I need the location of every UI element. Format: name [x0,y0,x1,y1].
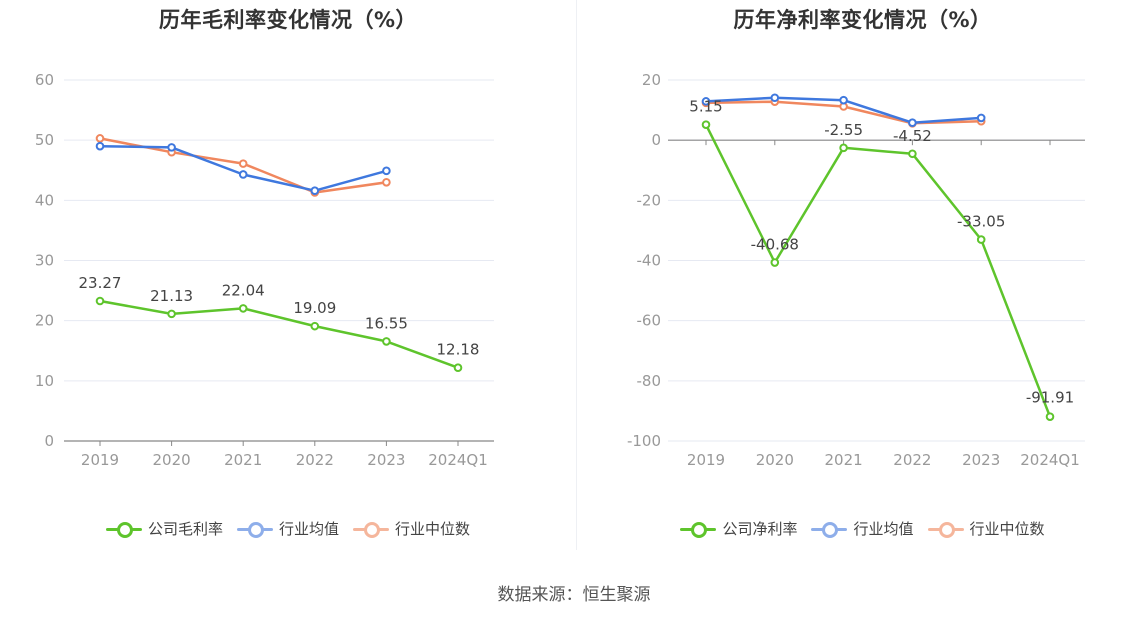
data-label: 5.15 [689,98,722,116]
y-tick-label: -80 [637,372,662,390]
legend-label: 公司净利率 [722,520,798,538]
y-tick-label: 60 [35,71,54,89]
x-tick-label: 2024Q1 [428,451,488,469]
legend-label: 行业中位数 [395,520,471,538]
x-tick-label: 2020 [153,451,191,469]
data-label: 12.18 [437,341,480,359]
x-tick-label: 2021 [224,451,262,469]
x-tick-label: 2023 [367,451,405,469]
industry-avg-series-point [95,141,105,151]
data-label: -33.05 [957,213,1005,231]
x-tick-label: 2020 [756,451,794,469]
gross-margin-chart: 历年毛利率变化情况（%） 0 10 20 30 40 50 60 2019 2020 2021 20… [0,0,576,555]
legend-line-marker-icon [236,519,273,539]
industry-median-series-point [238,159,248,168]
legend-line-marker-icon [353,519,389,539]
gross-margin-plot: 0 10 20 30 40 50 60 2019 2020 2021 2022 2023 2024Q1 2… [35,71,494,469]
company-series-point [1045,412,1055,421]
legend-item-company[interactable]: 公司净利率 [680,518,797,539]
legend-item-industry-avg[interactable]: 行业均值 [811,518,914,539]
y-tick-label: 50 [35,131,54,149]
x-tick-label: 2024Q1 [1020,451,1080,469]
company-series-point [310,321,320,331]
y-tick-label: 10 [35,372,54,390]
company-series-point [238,304,248,313]
net-margin-plot: -100 -80 -60 -40 -20 0 20 2019 2020 2021 2022 2023 2… [627,71,1085,469]
y-tick-label: 30 [35,252,54,270]
company-series-line [99,299,459,369]
company-series-point [908,149,917,159]
y-tick-label: 0 [44,432,54,450]
legend-line-marker-icon [680,519,717,539]
chart-legend: 公司毛利率 行业均值 行业中位数 [0,518,576,539]
industry-median-series-point [382,177,391,187]
data-label: 19.09 [293,299,336,317]
industry-avg-series-point [839,95,848,105]
legend-item-industry-median[interactable]: 行业中位数 [927,518,1045,539]
chart-title: 历年毛利率变化情况（%） [158,8,418,32]
y-tick-label: 20 [35,312,54,330]
industry-avg-series-point [382,166,391,176]
y-tick-label: -60 [637,312,662,330]
data-label: -2.55 [824,121,863,139]
company-series-point [770,258,780,267]
industry-avg-series-point [976,113,986,123]
y-tick-label: -100 [627,432,661,450]
company-series-point [167,309,176,319]
legend-line-marker-icon [105,519,142,539]
chart-legend: 公司净利率 行业均值 行业中位数 [577,518,1148,539]
company-series-point [839,143,848,153]
legend-label: 行业均值 [853,520,914,538]
y-tick-label: -20 [637,191,662,209]
industry-avg-series-point [770,93,780,103]
data-label: -91.91 [1026,389,1074,407]
legend-item-company[interactable]: 公司毛利率 [105,518,223,539]
legend-label: 行业中位数 [969,520,1045,538]
panel-divider [576,0,577,550]
legend-line-marker-icon [811,519,848,539]
industry-avg-series-point [701,97,711,106]
net-margin-chart: 历年净利率变化情况（%） -100 -80 -60 -40 -20 0 20 2019 2020… [577,0,1148,555]
x-tick-label: 2019 [81,451,119,469]
industry-avg-series-point [167,143,176,152]
x-tick-label: 2023 [962,451,1000,469]
company-series-line [704,124,1052,418]
data-label: 21.13 [150,287,193,305]
x-tick-label: 2019 [687,451,725,469]
x-tick-label: 2022 [893,451,931,469]
legend-label: 行业均值 [278,520,339,538]
legend-label: 公司毛利率 [147,520,223,538]
company-series-point [95,296,105,306]
y-tick-label: 40 [35,191,54,209]
industry-avg-series-point [310,186,320,196]
industry-avg-series-point [908,118,917,128]
legend-line-marker-icon [927,519,964,539]
company-series-point [701,120,711,129]
legend-item-industry-median[interactable]: 行业中位数 [353,518,470,539]
data-label: 16.55 [365,314,408,332]
data-label: -40.68 [751,236,799,254]
company-series-point [453,363,463,373]
y-tick-label: 20 [642,71,661,89]
y-tick-label: -40 [637,252,662,270]
legend-item-industry-avg[interactable]: 行业均值 [236,518,339,539]
data-source-note: 数据来源：恒生聚源 [497,585,651,605]
data-label: -4.52 [893,127,932,145]
y-tick-label: 0 [651,131,661,149]
company-series-point [976,235,986,244]
x-tick-label: 2021 [825,451,863,469]
chart-title: 历年净利率变化情况（%） [733,8,992,32]
industry-avg-series-point [238,170,248,179]
data-label: 22.04 [222,281,265,299]
company-series-point [382,337,391,346]
industry-avg-series-line [99,144,387,192]
data-label: 23.27 [79,274,122,292]
industry-median-series-point [95,134,105,143]
x-tick-label: 2022 [296,451,334,469]
